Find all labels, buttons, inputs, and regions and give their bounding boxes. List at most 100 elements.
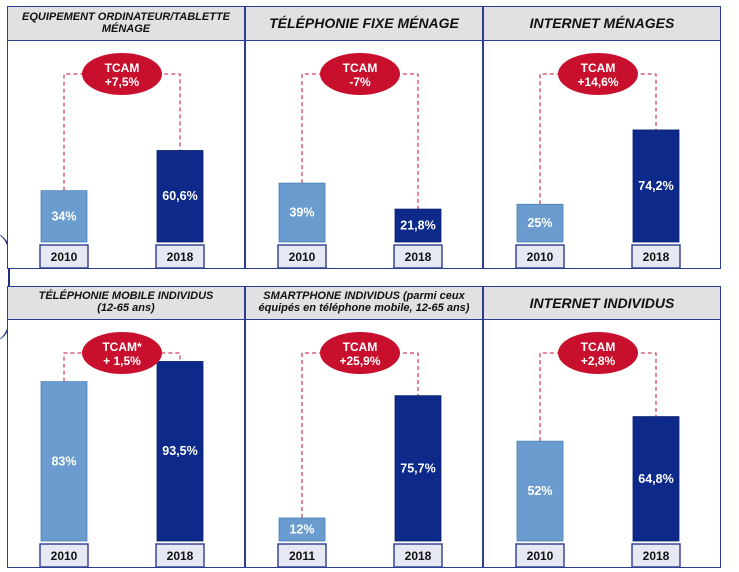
- year-label: 2010: [289, 250, 316, 264]
- tcam-badge: [82, 332, 162, 374]
- year-label: 2018: [643, 549, 670, 563]
- bar-value-label: 74,2%: [638, 179, 673, 193]
- bar-value-label: 12%: [289, 522, 314, 536]
- chart-area: 34% 60,6% 2010 2018 TCAM +7,5%: [8, 40, 244, 268]
- panel-title-line-1: SMARTPHONE INDIVIDUS (parmi ceux: [263, 290, 465, 303]
- panel-equipement-ordinateur: EQUIPEMENT ORDINATEUR/TABLETTE MÉNAGE 34…: [7, 6, 245, 269]
- chart-area: 39% 21,8% 2010 2018 TCAM -7%: [246, 40, 482, 268]
- bar-end-year: [156, 150, 204, 243]
- panel-title: INTERNET MÉNAGES: [484, 7, 720, 41]
- year-label: 2018: [405, 549, 432, 563]
- year-box: [393, 244, 443, 268]
- bar-value-label: 21,8%: [400, 219, 435, 233]
- tcam-badge-label: -7%: [349, 75, 371, 89]
- year-label: 2018: [405, 250, 432, 264]
- tcam-badge-label: TCAM: [343, 61, 378, 75]
- year-label: 2010: [527, 250, 554, 264]
- tcam-badge-label: + 1,5%: [103, 354, 141, 368]
- bar-chart: 25% 74,2% 2010 2018 TCAM+14,6%: [515, 53, 681, 268]
- tcam-badge-label: TCAM*: [102, 340, 142, 354]
- bar-value-label: 39%: [289, 206, 314, 220]
- panel-title: EQUIPEMENT ORDINATEUR/TABLETTE MÉNAGE: [8, 7, 244, 41]
- year-box: [515, 244, 565, 268]
- tcam-badge: [558, 53, 638, 95]
- year-label: 2011: [289, 549, 315, 563]
- panel-title-line-2: équipés en téléphone mobile, 12-65 ans): [258, 302, 470, 314]
- bar-value-label: 60,6%: [162, 189, 197, 203]
- year-label: 2010: [51, 250, 78, 264]
- year-box: [155, 244, 205, 268]
- chart-area: 52% 64,8% 2010 2018 TCAM +2,8%: [484, 319, 720, 567]
- bar-start-year: [516, 440, 564, 542]
- bar-end-year: [632, 129, 680, 243]
- tcam-connector: [301, 352, 419, 518]
- year-box: [515, 543, 565, 567]
- year-box: [277, 244, 327, 268]
- chart-area: 83% 93,5% 2010 2018 TCAM* + 1,5%: [8, 319, 244, 567]
- bar-start-year: [278, 182, 326, 243]
- year-label: 2010: [527, 549, 554, 563]
- panel-title: INTERNET INDIVIDUS: [484, 287, 720, 320]
- panel-smartphone: SMARTPHONE INDIVIDUS (parmi ceux équipés…: [245, 286, 483, 568]
- panel-title-line-2: MÉNAGE: [101, 22, 151, 35]
- tcam-connector: [539, 352, 657, 442]
- panel-telephonie-mobile: TÉLÉPHONIE MOBILE INDIVIDUS (12-65 ans) …: [7, 286, 245, 568]
- year-box: [277, 543, 327, 567]
- panel-title-line-1: TÉLÉPHONIE FIXE MÉNAGE: [269, 15, 459, 32]
- tcam-badge-label: TCAM: [105, 61, 140, 75]
- bar-end-year: [394, 208, 442, 243]
- year-box: [631, 543, 681, 567]
- panel-title-line-1: INTERNET INDIVIDUS: [529, 294, 675, 311]
- bar-value-label: 64,8%: [638, 472, 673, 486]
- bar-value-label: 83%: [51, 454, 76, 468]
- tcam-connector: [63, 73, 181, 191]
- bar-value-label: 75,7%: [400, 461, 435, 475]
- bar-value-label: 34%: [51, 209, 76, 223]
- bar-start-year: [278, 517, 326, 542]
- bar-end-year: [394, 395, 442, 542]
- panel-title: TÉLÉPHONIE FIXE MÉNAGE: [246, 7, 482, 41]
- tcam-badge-label: TCAM: [581, 340, 616, 354]
- tcam-badge-label: +14,6%: [577, 75, 618, 89]
- panel-internet-menages: INTERNET MÉNAGES 25% 74,2% 2010 2018 TCAM +14…: [483, 6, 721, 269]
- year-box: [39, 543, 89, 567]
- year-label: 2018: [643, 250, 670, 264]
- panel-internet-individus: INTERNET INDIVIDUS 52% 64,8% 2010 2018 TCAM +…: [483, 286, 721, 568]
- year-box: [393, 543, 443, 567]
- tcam-badge-label: TCAM: [343, 340, 378, 354]
- panel-title-line-1: INTERNET MÉNAGES: [529, 15, 675, 32]
- bar-end-year: [156, 361, 204, 542]
- bar-chart: 52% 64,8% 2010 2018 TCAM+2,8%: [515, 332, 681, 567]
- bar-value-label: 52%: [527, 484, 552, 498]
- panel-title-line-2: (12-65 ans): [97, 302, 155, 314]
- bar-chart: 83% 93,5% 2010 2018 TCAM*+ 1,5%: [39, 332, 205, 567]
- tcam-badge: [320, 53, 400, 95]
- tcam-badge-label: +25,9%: [339, 354, 380, 368]
- bar-chart: 34% 60,6% 2010 2018 TCAM+7,5%: [39, 53, 205, 268]
- tcam-connector: [539, 73, 657, 205]
- panel-title: SMARTPHONE INDIVIDUS (parmi ceux équipés…: [246, 287, 482, 320]
- tcam-badge-label: +7,5%: [105, 75, 140, 89]
- tcam-badge-label: TCAM: [581, 61, 616, 75]
- year-label: 2010: [51, 549, 78, 563]
- bar-start-year: [516, 203, 564, 243]
- chart-area: 25% 74,2% 2010 2018 TCAM +14,6%: [484, 40, 720, 268]
- tcam-badge-label: +2,8%: [581, 354, 616, 368]
- bar-chart: 39% 21,8% 2010 2018 TCAM-7%: [277, 53, 443, 268]
- panel-title-line-1: TÉLÉPHONIE MOBILE INDIVIDUS: [38, 290, 214, 303]
- panel-title-line-1: EQUIPEMENT ORDINATEUR/TABLETTE: [22, 10, 230, 23]
- bar-start-year: [40, 190, 88, 243]
- bar-value-label: 93,5%: [162, 444, 197, 458]
- year-box: [155, 543, 205, 567]
- year-label: 2018: [167, 549, 194, 563]
- bar-end-year: [632, 416, 680, 542]
- panel-telephonie-fixe: TÉLÉPHONIE FIXE MÉNAGE 39% 21,8% 2010 2018 T…: [245, 6, 483, 269]
- bar-start-year: [40, 381, 88, 542]
- tcam-badge: [558, 332, 638, 374]
- tcam-badge: [82, 53, 162, 95]
- bar-value-label: 25%: [527, 216, 552, 230]
- year-box: [631, 244, 681, 268]
- panel-title: TÉLÉPHONIE MOBILE INDIVIDUS (12-65 ans): [8, 287, 244, 320]
- chart-area: 12% 75,7% 2011 2018 TCAM +25,9%: [246, 319, 482, 567]
- tcam-badge: [320, 332, 400, 374]
